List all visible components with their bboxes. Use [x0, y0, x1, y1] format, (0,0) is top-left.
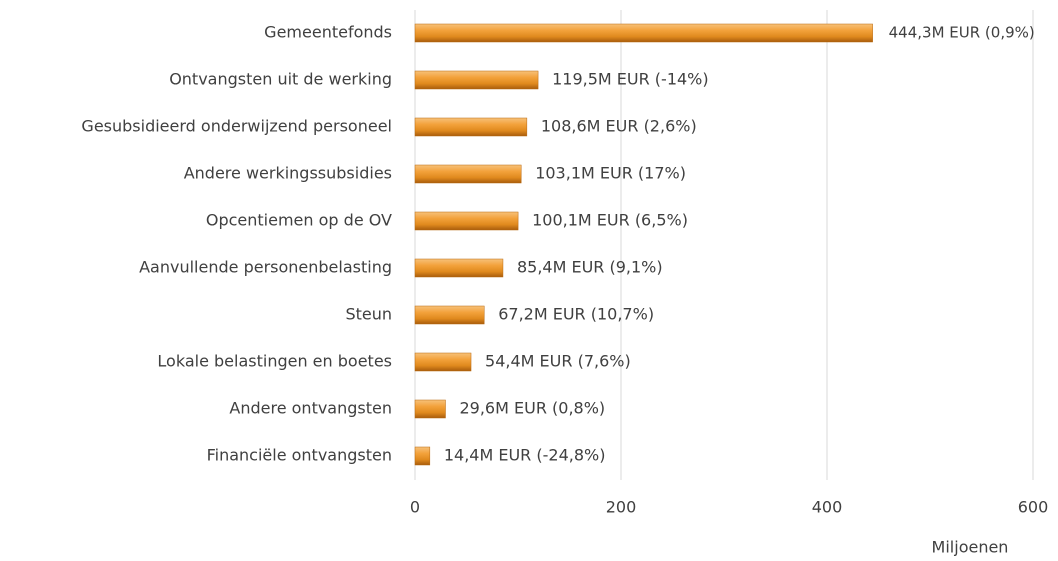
- x-tick-label: 600: [1018, 498, 1049, 517]
- data-label: 119,5M EUR (-14%): [552, 70, 709, 89]
- y-tick-label: Andere werkingssubsidies: [184, 164, 392, 183]
- bar: [414, 70, 539, 90]
- data-label: 444,3M EUR (0,9%): [889, 24, 1035, 42]
- bar: [414, 211, 519, 231]
- y-tick-label: Ontvangsten uit de werking: [169, 70, 392, 89]
- x-axis-label: Miljoenen: [932, 538, 1009, 557]
- y-tick-label: Andere ontvangsten: [229, 399, 392, 418]
- data-label: 85,4M EUR (9,1%): [517, 258, 663, 277]
- y-tick-label: Lokale belastingen en boetes: [157, 352, 392, 371]
- bar: [414, 446, 431, 466]
- data-label: 108,6M EUR (2,6%): [541, 117, 697, 136]
- data-label: 54,4M EUR (7,6%): [485, 352, 631, 371]
- data-label: 100,1M EUR (6,5%): [532, 211, 688, 230]
- bar: [414, 23, 873, 43]
- bar: [414, 399, 446, 419]
- bar: [414, 258, 504, 278]
- data-label: 103,1M EUR (17%): [535, 164, 686, 183]
- bar: [414, 352, 472, 372]
- y-tick-label: Opcentiemen op de OV: [206, 211, 392, 230]
- data-label: 14,4M EUR (-24,8%): [444, 446, 606, 465]
- y-tick-label: Steun: [345, 305, 392, 324]
- data-label: 29,6M EUR (0,8%): [459, 399, 605, 418]
- x-tick-label: 0: [410, 498, 420, 517]
- y-tick-label: Aanvullende personenbelasting: [139, 258, 392, 277]
- y-tick-label: Gesubsidieerd onderwijzend personeel: [81, 117, 392, 136]
- x-tick-label: 200: [606, 498, 637, 517]
- bar: [414, 305, 485, 325]
- y-tick-label: Financiële ontvangsten: [207, 446, 392, 465]
- x-tick-label: 400: [812, 498, 843, 517]
- data-label: 67,2M EUR (10,7%): [498, 305, 654, 324]
- y-tick-label: Gemeentefonds: [264, 23, 392, 42]
- bar: [414, 117, 528, 137]
- bar: [414, 164, 522, 184]
